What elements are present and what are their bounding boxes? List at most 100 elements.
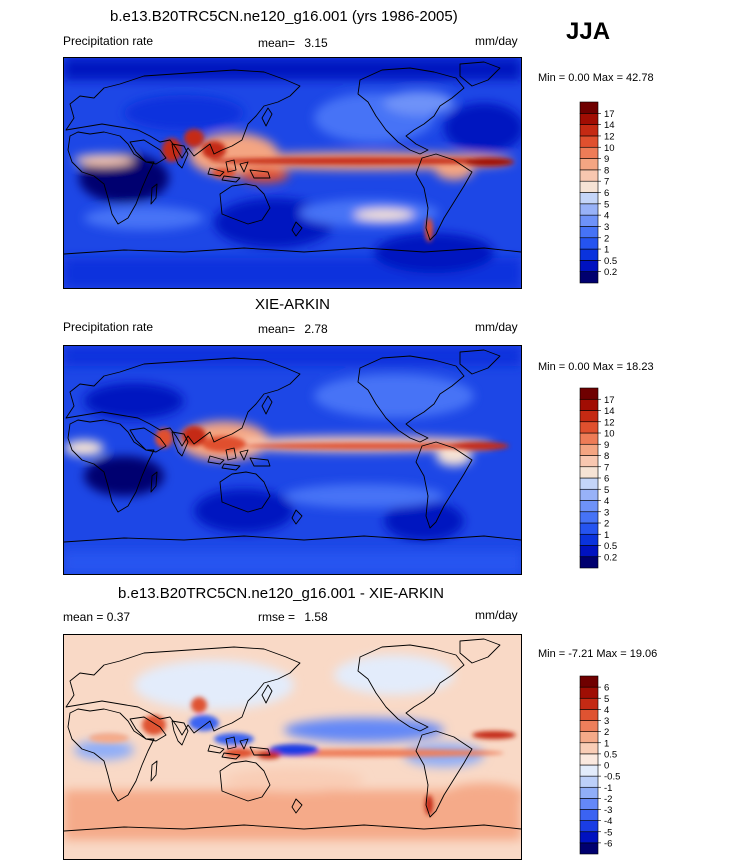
colorbar-swatch [579, 203, 599, 216]
colorbar-tick-label: 0.2 [604, 552, 617, 563]
colorbar-tick-label: 3 [604, 222, 609, 233]
colorbar-swatch [579, 180, 599, 193]
colorbar-tick-label: 4 [604, 496, 609, 507]
colorbar-tick-label: 10 [604, 429, 615, 440]
panel-1-minmax: Min = 0.00 Max = 42.78 [538, 72, 654, 84]
colorbar-tick-label: 3 [604, 507, 609, 518]
colorbar-tick-label: 17 [604, 395, 615, 406]
colorbar-tick-label: 7 [604, 177, 609, 188]
season-label: JJA [566, 18, 611, 45]
colorbar-tick-label: 5 [604, 694, 609, 705]
panel-1-title: b.e13.B20TRC5CN.ne120_g16.001 (yrs 1986-… [110, 8, 458, 25]
colorbar-swatch [579, 226, 599, 239]
colorbar-swatch [579, 421, 599, 434]
colorbar-tick-label: 2 [604, 233, 609, 244]
colorbar-swatch [579, 477, 599, 490]
panel-2-stat: mean= 2.78 [258, 322, 328, 336]
colorbar-swatch [579, 260, 599, 272]
colorbar-tick-label: 9 [604, 154, 609, 165]
panel-3-units: mm/day [475, 608, 518, 622]
colorbar-swatch [579, 556, 599, 569]
colorbar-tick-label: 4 [604, 705, 609, 716]
colorbar-tick-label: 12 [604, 417, 615, 428]
colorbar-swatch [579, 709, 599, 721]
colorbar-swatch [579, 500, 599, 513]
colorbar-swatch [579, 169, 599, 182]
colorbar-tick-label: -2 [604, 794, 612, 805]
colorbar-swatch [579, 237, 599, 250]
colorbar-tick-label: 0 [604, 761, 609, 772]
colorbar-swatch [579, 466, 599, 479]
colorbar-swatch [579, 410, 599, 423]
colorbar-tick-label: 0.5 [604, 749, 617, 760]
colorbar-tick-label: 10 [604, 143, 615, 154]
colorbar-tick-label: 14 [604, 120, 615, 131]
panel-2-left-label: Precipitation rate [63, 320, 154, 334]
colorbar-tick-label: 2 [604, 519, 609, 530]
colorbar-swatch [579, 686, 599, 699]
colorbar-tick-label: 2 [604, 727, 609, 738]
colorbar-swatch [579, 809, 599, 821]
colorbar-swatch [579, 764, 599, 777]
colorbar-swatch [579, 135, 599, 148]
colorbar-tick-label: 5 [604, 485, 609, 496]
panel-2-units: mm/day [475, 320, 518, 334]
panel-1-stat-value: 3.15 [304, 36, 328, 50]
panel-3-stat-label: rmse = [258, 610, 296, 624]
colorbar-swatch [579, 387, 599, 400]
colorbar-tick-label: 6 [604, 683, 609, 694]
colorbar-tick-label: 6 [604, 474, 609, 485]
colorbar-tick-label: 4 [604, 211, 609, 222]
colorbar-swatch [579, 842, 599, 855]
colorbar-swatch [579, 697, 599, 710]
colorbar-swatch [579, 720, 599, 732]
panel-2-stat-value: 2.78 [304, 322, 328, 336]
panel-1-map-svg [64, 58, 521, 288]
colorbar-swatch [579, 798, 599, 810]
colorbar-tick-label: 6 [604, 188, 609, 199]
colorbar-tick-label: 14 [604, 406, 615, 417]
colorbar-swatch [579, 192, 599, 205]
panel-2-minmax: Min = 0.00 Max = 18.23 [538, 361, 654, 373]
colorbar-swatch [579, 742, 599, 755]
colorbar-tick-label: -0.5 [604, 772, 620, 783]
panel-1-stat-label: mean= [258, 36, 296, 50]
panel-3-title: b.e13.B20TRC5CN.ne120_g16.001 - XIE-ARKI… [118, 585, 445, 602]
panel-3-stat-value: 1.58 [304, 610, 328, 624]
colorbar-swatch [579, 101, 599, 114]
colorbar-tick-label: 1 [604, 530, 609, 541]
panel-2-map-svg [64, 346, 521, 574]
colorbar-tick-label: 5 [604, 199, 609, 210]
colorbar-tick-label: -3 [604, 805, 612, 816]
panel-2-stat-label: mean= [258, 322, 296, 336]
colorbar-tick-label: 0.5 [604, 541, 617, 552]
colorbar-swatch [579, 753, 599, 766]
colorbar-tick-label: 3 [604, 716, 609, 727]
colorbar-swatch [579, 786, 599, 799]
colorbar-swatch [579, 158, 599, 171]
colorbar-tick-label: -6 [604, 838, 612, 849]
panel-3-left-label: mean = 0.37 [63, 610, 131, 624]
colorbar-swatch [579, 488, 599, 501]
panel-3-map-svg [64, 635, 521, 859]
colorbar-swatch [579, 522, 599, 535]
colorbar-swatch [579, 398, 599, 411]
colorbar-tick-label: 7 [604, 462, 609, 473]
colorbar-tick-label: -5 [604, 827, 612, 838]
colorbar-swatch [579, 443, 599, 456]
panel-2-colorbar: 0.2 0.5 1 2 3 4 5 6 7 8 9 10 12 14 17 [579, 387, 617, 569]
colorbar-swatch [579, 675, 599, 688]
colorbar-tick-label: -1 [604, 783, 612, 794]
colorbar-tick-label: 8 [604, 451, 609, 462]
colorbar-swatch [579, 820, 599, 833]
panel-1-left-label: Precipitation rate [63, 34, 154, 48]
colorbar-swatch [579, 214, 599, 227]
colorbar-swatch [579, 775, 599, 788]
colorbar-swatch [579, 113, 599, 125]
colorbar-tick-label: 12 [604, 131, 615, 142]
colorbar-swatch [579, 533, 599, 546]
colorbar-swatch [579, 831, 599, 844]
